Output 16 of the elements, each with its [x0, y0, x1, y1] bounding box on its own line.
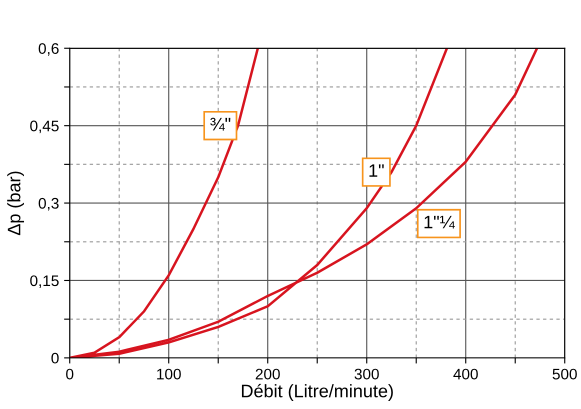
- y-tick-label: 0: [51, 352, 59, 364]
- x-tick-label: 300: [354, 368, 379, 380]
- x-tick-label: 200: [256, 368, 280, 380]
- x-tick-label: 400: [453, 368, 478, 380]
- y-tick-label: 0,15: [30, 275, 59, 288]
- x-tick-label: 500: [552, 368, 577, 380]
- y-axis-title: Δp (bar): [7, 172, 24, 236]
- x-tick-label: 100: [157, 368, 181, 380]
- series-label: ¾": [210, 118, 230, 131]
- y-tick-label: 0,6: [38, 43, 59, 56]
- series-label: 1"¼: [424, 216, 455, 229]
- y-tick-label: 0,3: [38, 198, 59, 211]
- x-tick-label: 0: [66, 368, 74, 380]
- y-tick-label: 0,45: [30, 120, 59, 134]
- x-axis-title: Débit (Litre/minute): [242, 384, 393, 401]
- series-label: 1": [369, 164, 384, 177]
